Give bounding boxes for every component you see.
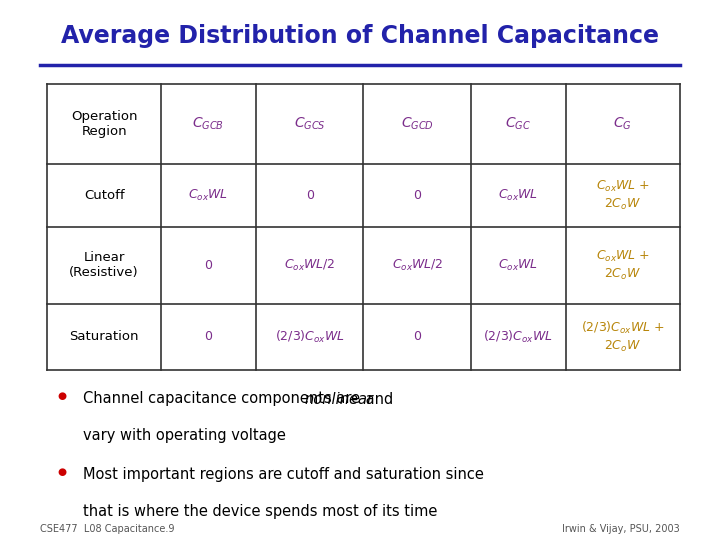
Text: Irwin & Vijay, PSU, 2003: Irwin & Vijay, PSU, 2003 xyxy=(562,523,680,534)
Text: nonlinear: nonlinear xyxy=(305,392,374,407)
Text: Channel capacitance components are: Channel capacitance components are xyxy=(84,392,365,407)
Text: Operation
Region: Operation Region xyxy=(71,110,138,138)
Text: Average Distribution of Channel Capacitance: Average Distribution of Channel Capacita… xyxy=(61,24,659,48)
Text: Most important regions are cutoff and saturation since: Most important regions are cutoff and sa… xyxy=(84,467,484,482)
Text: $C_{ox}WL$ +
$2C_{o}W$: $C_{ox}WL$ + $2C_{o}W$ xyxy=(595,179,649,212)
Text: $(2/3)C_{ox}WL$ +
$2C_{o}W$: $(2/3)C_{ox}WL$ + $2C_{o}W$ xyxy=(580,320,665,354)
Text: Linear
(Resistive): Linear (Resistive) xyxy=(69,252,139,279)
Text: $C_{G}$: $C_{G}$ xyxy=(613,116,632,132)
Text: 0: 0 xyxy=(204,259,212,272)
Text: ●: ● xyxy=(58,392,66,402)
Text: $C_{ox}WL$: $C_{ox}WL$ xyxy=(498,258,539,273)
Text: CSE477  L08 Capacitance.9: CSE477 L08 Capacitance.9 xyxy=(40,523,175,534)
Text: $C_{ox}WL/2$: $C_{ox}WL/2$ xyxy=(392,258,443,273)
Text: 0: 0 xyxy=(413,330,421,343)
Text: ●: ● xyxy=(58,467,66,477)
Text: $C_{ox}WL$: $C_{ox}WL$ xyxy=(189,188,228,203)
Text: $(2/3)C_{ox}WL$: $(2/3)C_{ox}WL$ xyxy=(274,329,345,345)
Text: vary with operating voltage: vary with operating voltage xyxy=(84,428,286,443)
Text: that is where the device spends most of its time: that is where the device spends most of … xyxy=(84,504,438,519)
Text: 0: 0 xyxy=(204,330,212,343)
Text: Saturation: Saturation xyxy=(69,330,139,343)
Text: 0: 0 xyxy=(413,189,421,202)
Text: $C_{ox}WL$ +
$2C_{o}W$: $C_{ox}WL$ + $2C_{o}W$ xyxy=(595,249,649,282)
Text: $C_{GCD}$: $C_{GCD}$ xyxy=(400,116,433,132)
Text: $C_{GCB}$: $C_{GCB}$ xyxy=(192,116,225,132)
Text: Cutoff: Cutoff xyxy=(84,189,125,202)
Text: 0: 0 xyxy=(306,189,314,202)
Text: $C_{GCS}$: $C_{GCS}$ xyxy=(294,116,325,132)
Text: $C_{ox}WL/2$: $C_{ox}WL/2$ xyxy=(284,258,336,273)
Text: and: and xyxy=(361,392,394,407)
Text: $(2/3)C_{ox}WL$: $(2/3)C_{ox}WL$ xyxy=(483,329,554,345)
Text: $C_{ox}WL$: $C_{ox}WL$ xyxy=(498,188,539,203)
Text: $C_{GC}$: $C_{GC}$ xyxy=(505,116,531,132)
